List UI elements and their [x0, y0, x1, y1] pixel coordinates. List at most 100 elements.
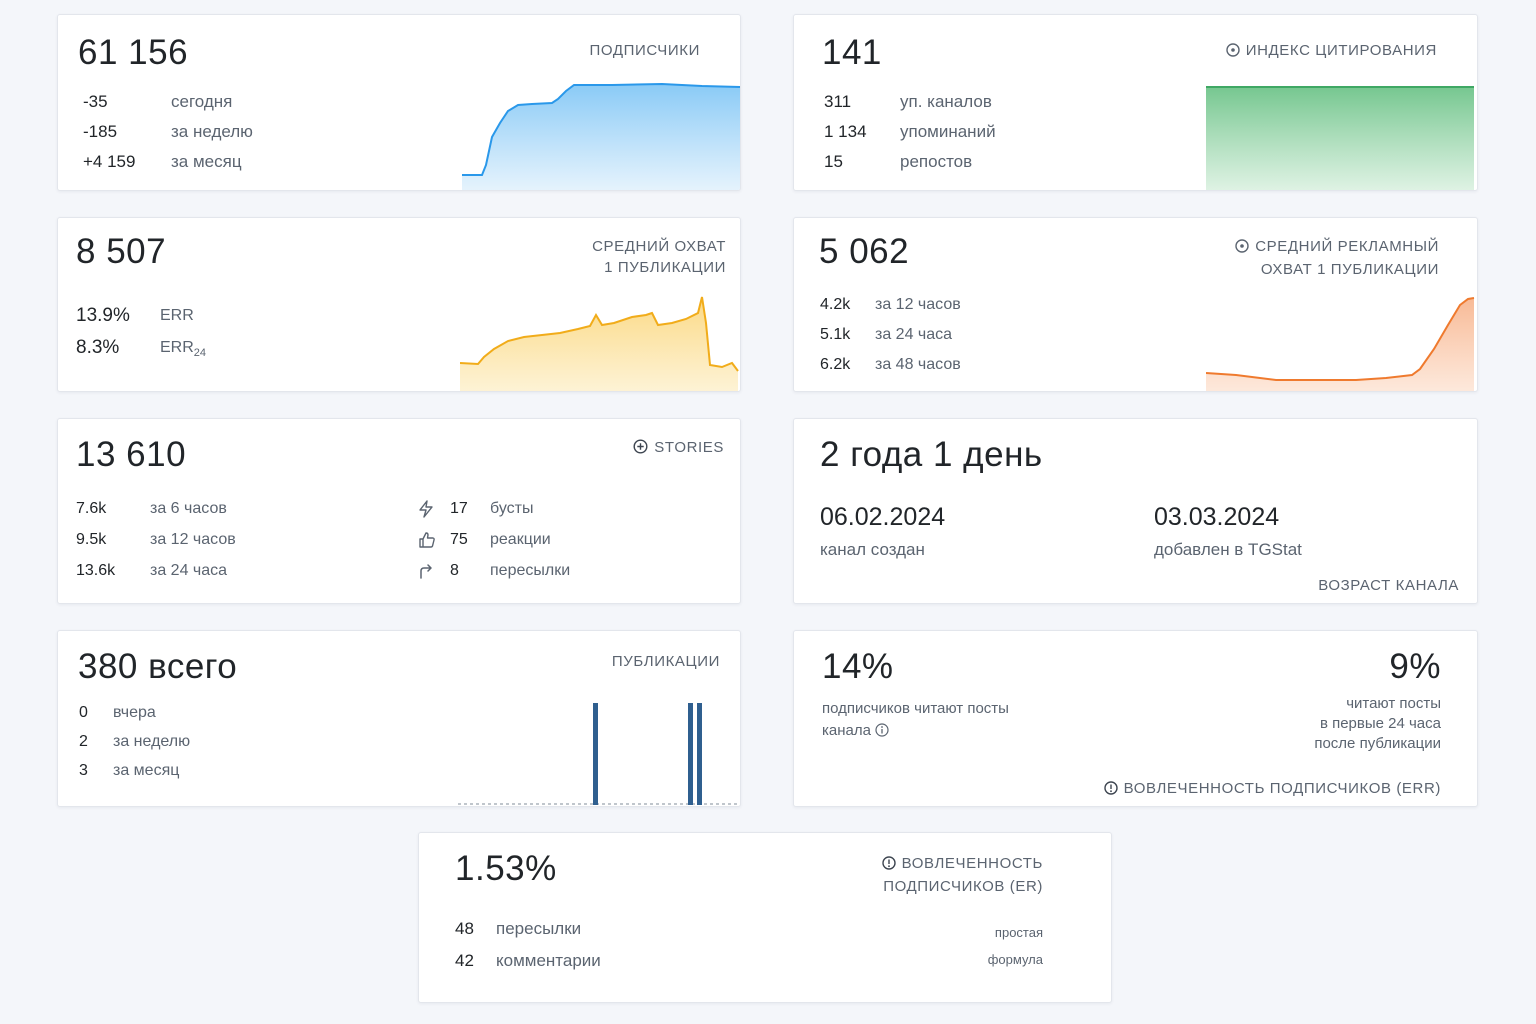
stat-value: 13.6k [76, 562, 116, 579]
ad-reach-line [1206, 297, 1475, 381]
reach-count: 8 507 [76, 232, 167, 271]
er-formula[interactable]: простая формула [988, 919, 1043, 973]
stat-value: 2 [79, 733, 88, 750]
subscribers-stat-row: -185 за неделю [83, 117, 253, 147]
er-stat-row: 42 комментарии [455, 945, 601, 977]
ad-reach-stat-row: 4.2k за 12 часов [820, 290, 961, 320]
reach-line [460, 296, 739, 372]
stories-caption-text: STORIES [654, 439, 724, 456]
citation-caption-text: ИНДЕКС ЦИТИРОВАНИЯ [1245, 42, 1437, 59]
stat-label: пересылки [496, 919, 582, 938]
info-icon[interactable] [1103, 780, 1118, 801]
reach-chart [460, 296, 739, 391]
posts-bar [688, 703, 693, 805]
subscribers-line [462, 82, 740, 176]
stat-label: за неделю [171, 122, 253, 141]
er-caption: ВОВЛЕЧЕННОСТЬ ПОДПИСЧИКОВ (ER) [881, 853, 1043, 897]
stat-label: за 48 часов [875, 356, 961, 373]
formula-line: формула [987, 952, 1043, 967]
stat-label: за 12 часов [875, 296, 961, 313]
stat-value: +4 159 [83, 152, 136, 171]
citation-card[interactable]: 141 ИНДЕКС ЦИТИРОВАНИЯ 311 уп. каналов 1 … [793, 14, 1478, 191]
stat-value: -185 [83, 122, 118, 141]
posts-card[interactable]: 380 всего ПУБЛИКАЦИИ 0 вчера 2 за неделю 3… [57, 630, 741, 807]
stat-value: 8.3% [76, 337, 120, 358]
stat-value: 6.2k [820, 356, 851, 373]
reach-caption-line: 1 ПУБЛИКАЦИИ [604, 259, 726, 276]
stat-value: 8 [450, 562, 459, 579]
info-icon[interactable] [881, 855, 896, 876]
ad-reach-caption-line: СРЕДНИЙ РЕКЛАМНЫЙ [1255, 238, 1439, 255]
posts-stats: 0 вчера 2 за неделю 3 за месяц [79, 698, 190, 785]
reach-area [460, 297, 738, 391]
formula-line: простая [994, 925, 1043, 940]
citation-chart [1206, 86, 1474, 190]
subscribers-card[interactable]: 61 156 ПОДПИСЧИКИ -35 сегодня -185 за неде… [57, 14, 741, 191]
stat-value: 42 [455, 951, 474, 970]
reach-card[interactable]: 8 507 СРЕДНИЙ ОХВАТ 1 ПУБЛИКАЦИИ 13.9% ER… [57, 217, 741, 392]
stat-label: за неделю [113, 733, 191, 750]
stat-label: за 12 часов [150, 531, 236, 548]
citation-stat-row: 1 134 упоминаний [824, 117, 996, 147]
stat-label: ERR [160, 307, 194, 324]
posts-stat-row: 0 вчера [79, 698, 190, 727]
stat-label: за месяц [171, 152, 242, 171]
stat-label: вчера [113, 704, 156, 721]
info-icon[interactable] [875, 722, 889, 744]
posts-bar [593, 703, 598, 805]
ad-reach-area [1206, 298, 1474, 391]
citation-area [1206, 87, 1474, 190]
ad-reach-caption-line: ОХВАТ 1 ПУБЛИКАЦИИ [1260, 261, 1439, 278]
stat-label: за месяц [113, 762, 180, 779]
err-left-value: 14% [822, 647, 894, 686]
err-right-line: читают посты [1346, 695, 1441, 712]
stories-stats-left: 7.6k за 6 часов 9.5k за 12 часов 13.6k за 2… [76, 493, 236, 586]
info-icon[interactable] [1235, 238, 1249, 259]
stories-card[interactable]: 13 610 STORIES 7.6k за 6 часов 9.5k за 12 … [57, 418, 741, 604]
subscribers-stat-row: +4 159 за месяц [83, 147, 253, 177]
er-stat-row: 48 пересылки [455, 913, 601, 945]
posts-bar [697, 703, 702, 805]
lightning-icon [418, 493, 450, 524]
plus-circle-icon[interactable] [633, 439, 648, 460]
stat-label: за 24 часа [150, 562, 228, 579]
stat-label: уп. каналов [900, 92, 992, 111]
stat-value: 7.6k [76, 500, 107, 517]
age-caption: ВОЗРАСТ КАНАЛА [1318, 577, 1459, 594]
err-caption: ВОВЛЕЧЕННОСТЬ ПОДПИСЧИКОВ (ERR) [1103, 778, 1441, 801]
ad-reach-stat-row: 6.2k за 48 часов [820, 350, 961, 380]
er-value: 1.53% [455, 849, 557, 888]
err-left-text: подписчиков читают посты канала [822, 698, 1009, 744]
stat-label: комментарии [496, 951, 601, 970]
info-icon[interactable] [1226, 42, 1240, 63]
er-card[interactable]: 1.53% ВОВЛЕЧЕННОСТЬ ПОДПИСЧИКОВ (ER) 48 п… [418, 832, 1112, 1003]
err-right-text: читают посты в первые 24 часа после публ… [1314, 694, 1441, 754]
ad-reach-count: 5 062 [819, 232, 910, 271]
stories-stat-row: 17 бусты [418, 493, 570, 524]
stat-value: 4.2k [820, 296, 851, 313]
stat-label: пересылки [490, 562, 571, 579]
stat-value: 0 [79, 704, 88, 721]
ad-reach-stat-row: 5.1k за 24 часа [820, 320, 961, 350]
citation-caption: ИНДЕКС ЦИТИРОВАНИЯ [1226, 40, 1437, 63]
stat-label: упоминаний [900, 122, 996, 141]
subscribers-area [462, 84, 740, 190]
stories-caption: STORIES [633, 437, 724, 460]
stories-count: 13 610 [76, 435, 187, 474]
ad-reach-card[interactable]: 5 062 СРЕДНИЙ РЕКЛАМНЫЙ ОХВАТ 1 ПУБЛИКАЦ… [793, 217, 1478, 392]
er-caption-line: ВОВЛЕЧЕННОСТЬ [901, 855, 1043, 872]
stories-stat-row: 9.5k за 12 часов [76, 524, 236, 555]
stat-label: ERR [160, 339, 194, 356]
age-card[interactable]: 2 года 1 день 06.02.2024 канал создан 03… [793, 418, 1478, 604]
citation-stat-row: 15 репостов [824, 147, 996, 177]
created-date: 06.02.2024 [820, 503, 946, 531]
subscribers-chart [462, 82, 740, 190]
reach-caption-line: СРЕДНИЙ ОХВАТ [592, 238, 726, 255]
stat-label: за 6 часов [150, 500, 227, 517]
stat-label-subscript: 24 [193, 347, 207, 360]
ad-reach-caption: СРЕДНИЙ РЕКЛАМНЫЙ ОХВАТ 1 ПУБЛИКАЦИИ [1235, 236, 1439, 280]
posts-stat-row: 3 за месяц [79, 756, 190, 785]
err-card[interactable]: 14% подписчиков читают посты канала 9% ч… [793, 630, 1478, 807]
reach-stats: 13.9% ERR 8.3% ERR24 [76, 300, 206, 369]
age-value: 2 года 1 день [820, 435, 1043, 474]
